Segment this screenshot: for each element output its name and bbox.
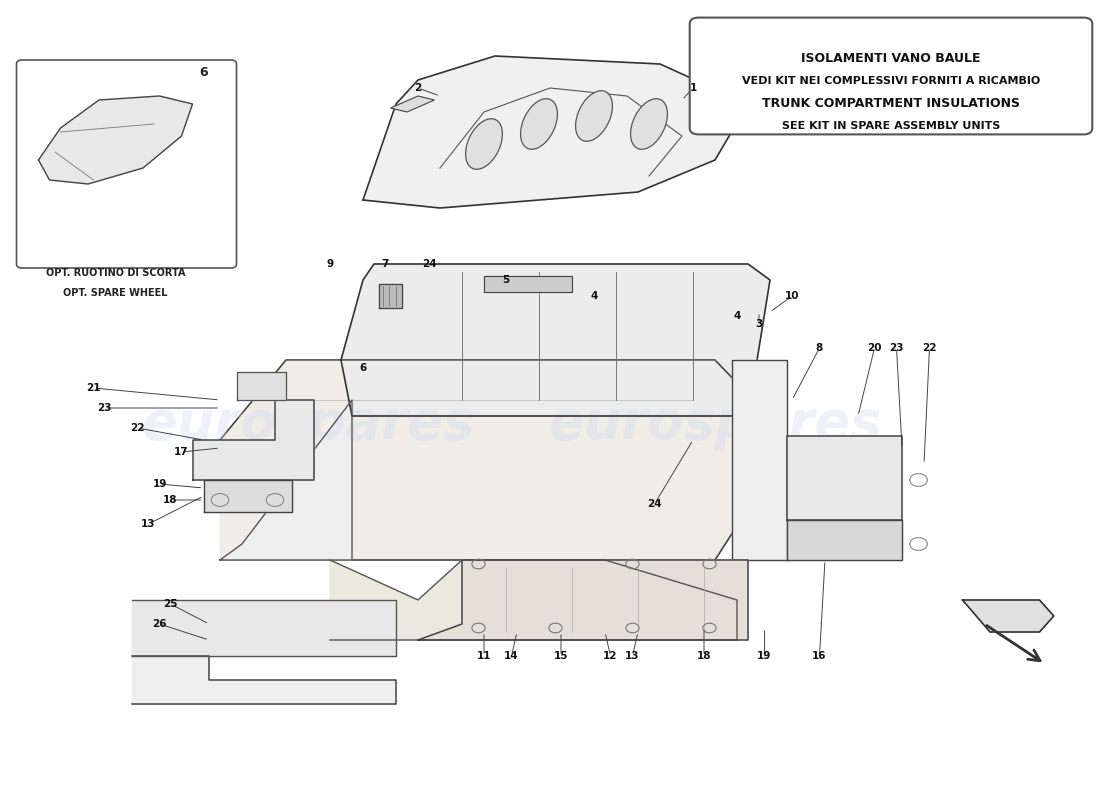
Polygon shape [204, 480, 292, 512]
Text: 22: 22 [130, 423, 145, 433]
Text: 20: 20 [867, 343, 882, 353]
Text: 13: 13 [625, 651, 640, 661]
Polygon shape [330, 560, 737, 640]
Text: 5: 5 [503, 275, 509, 285]
Text: 22: 22 [922, 343, 937, 353]
Polygon shape [379, 284, 401, 308]
Text: 16: 16 [812, 651, 827, 661]
Text: 23: 23 [97, 403, 112, 413]
Text: ISOLAMENTI VANO BAULE: ISOLAMENTI VANO BAULE [801, 52, 981, 65]
Text: 14: 14 [504, 651, 519, 661]
Polygon shape [418, 560, 748, 640]
Text: 17: 17 [174, 447, 189, 457]
Ellipse shape [465, 118, 503, 170]
Ellipse shape [575, 90, 613, 142]
Text: 3: 3 [756, 319, 762, 329]
Polygon shape [484, 276, 572, 292]
Text: 25: 25 [163, 599, 178, 609]
Polygon shape [192, 400, 314, 480]
Text: 12: 12 [603, 651, 618, 661]
Polygon shape [732, 360, 786, 560]
Text: 18: 18 [696, 651, 712, 661]
Polygon shape [363, 56, 748, 208]
Polygon shape [390, 96, 435, 112]
Ellipse shape [520, 98, 558, 150]
Text: 4: 4 [734, 311, 740, 321]
Polygon shape [786, 436, 902, 520]
FancyBboxPatch shape [690, 18, 1092, 134]
Text: VEDI KIT NEI COMPLESSIVI FORNITI A RICAMBIO: VEDI KIT NEI COMPLESSIVI FORNITI A RICAM… [741, 76, 1041, 86]
Text: 19: 19 [152, 479, 167, 489]
Text: 7: 7 [382, 259, 388, 269]
Text: 24: 24 [421, 259, 437, 269]
FancyBboxPatch shape [16, 60, 236, 268]
Polygon shape [341, 264, 770, 416]
Text: 21: 21 [86, 383, 101, 393]
Text: 9: 9 [327, 259, 333, 269]
Text: 24: 24 [647, 499, 662, 509]
Text: TRUNK COMPARTMENT INSULATIONS: TRUNK COMPARTMENT INSULATIONS [762, 97, 1020, 110]
Text: 26: 26 [152, 619, 167, 629]
Text: SEE KIT IN SPARE ASSEMBLY UNITS: SEE KIT IN SPARE ASSEMBLY UNITS [782, 121, 1000, 130]
Polygon shape [39, 96, 192, 184]
Ellipse shape [630, 98, 668, 150]
Text: OPT. RUOTINO DI SCORTA: OPT. RUOTINO DI SCORTA [46, 268, 185, 278]
Text: 23: 23 [889, 343, 904, 353]
Text: 4: 4 [591, 291, 597, 301]
Text: 13: 13 [141, 519, 156, 529]
Polygon shape [132, 656, 396, 704]
Polygon shape [962, 600, 1054, 632]
Text: 19: 19 [757, 651, 772, 661]
Text: 10: 10 [784, 291, 800, 301]
Text: 6: 6 [199, 66, 208, 78]
Polygon shape [132, 600, 396, 656]
Text: OPT. SPARE WHEEL: OPT. SPARE WHEEL [64, 288, 167, 298]
Polygon shape [236, 372, 286, 400]
Text: 11: 11 [476, 651, 492, 661]
Text: 15: 15 [553, 651, 569, 661]
Polygon shape [220, 400, 352, 560]
Text: 18: 18 [163, 495, 178, 505]
Text: 6: 6 [360, 363, 366, 373]
Text: 8: 8 [816, 343, 823, 353]
Text: eurospares: eurospares [548, 398, 882, 450]
Text: 1: 1 [690, 83, 696, 93]
Polygon shape [220, 360, 792, 560]
Polygon shape [786, 520, 902, 560]
Text: eurospares: eurospares [141, 398, 475, 450]
Text: 2: 2 [415, 83, 421, 93]
